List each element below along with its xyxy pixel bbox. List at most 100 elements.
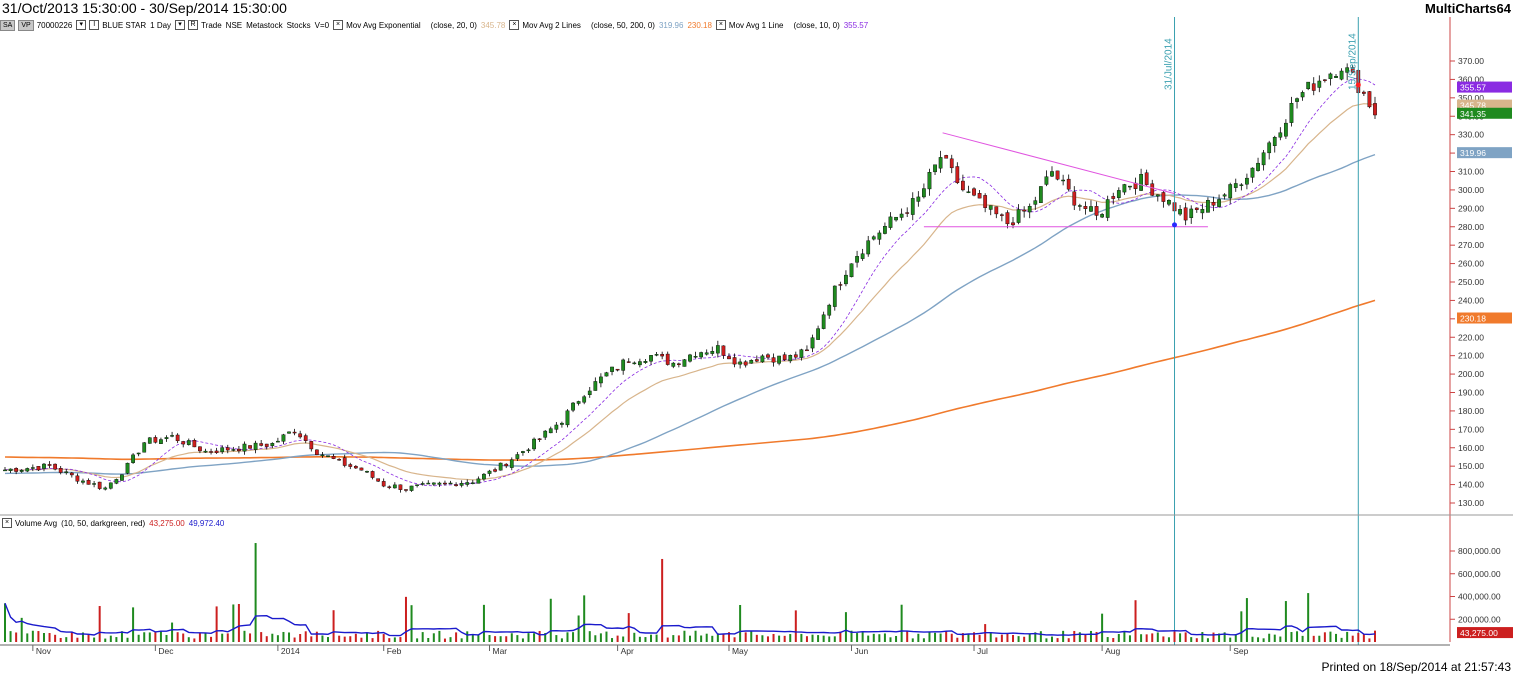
volume-bar — [243, 630, 246, 642]
volume-bar — [466, 631, 469, 642]
volume-bar — [432, 633, 435, 642]
candle-body — [860, 253, 865, 259]
volume-bar — [1318, 635, 1321, 642]
candle — [844, 270, 848, 287]
candle-body — [1050, 171, 1054, 177]
candle-body — [621, 359, 626, 371]
candle-body — [287, 431, 291, 434]
price-tick-label: 190.00 — [1458, 388, 1484, 398]
candle — [476, 476, 481, 484]
candle — [1189, 205, 1194, 224]
candle-body — [292, 431, 297, 434]
volume-bar — [1151, 633, 1154, 642]
volume-bar — [1062, 630, 1065, 642]
ma10-line — [4, 78, 1376, 487]
volume-bar — [427, 637, 430, 642]
volume-avg-line — [4, 603, 1376, 637]
candle-body — [866, 240, 871, 255]
candle-body — [120, 474, 124, 481]
volume-bar — [65, 637, 68, 642]
volume-bar — [87, 634, 90, 642]
close-indicator-3-icon[interactable]: × — [715, 20, 726, 30]
refresh-icon[interactable]: R — [188, 20, 199, 30]
candle — [604, 371, 609, 377]
candle-body — [365, 471, 369, 473]
volume-bar — [560, 638, 563, 642]
candle-body — [431, 482, 436, 485]
volume-pane[interactable] — [4, 543, 1376, 642]
volume-bar — [1134, 600, 1137, 642]
candle — [231, 446, 236, 452]
candle-body — [1016, 209, 1021, 223]
volume-bar — [1006, 633, 1009, 642]
volume-bar — [833, 636, 836, 642]
candle-body — [164, 437, 169, 439]
volume-tag-label: 43,275.00 — [1460, 628, 1498, 638]
candle — [108, 482, 113, 490]
volume-bar — [527, 633, 530, 642]
volume-bar — [766, 636, 769, 642]
volume-legend: × Volume Avg (10, 50, darkgreen, red) 43… — [2, 518, 228, 528]
volume-bar — [1000, 634, 1003, 642]
candle — [459, 480, 464, 488]
candle-body — [844, 274, 848, 285]
candle — [1038, 186, 1043, 204]
volume-bar — [349, 636, 352, 642]
candle — [1016, 204, 1021, 225]
candle — [25, 467, 30, 473]
volume-bar — [237, 604, 240, 642]
candle-body — [75, 475, 80, 482]
volume-bar — [633, 632, 636, 642]
vp-button[interactable]: VP — [18, 19, 34, 31]
volume-bar — [354, 633, 357, 642]
price-tick-label: 270.00 — [1458, 240, 1484, 250]
volume-bar — [878, 634, 881, 642]
candle-body — [1144, 172, 1149, 185]
symbol-dropdown-icon[interactable]: ▾ — [76, 20, 87, 30]
volume-bar — [488, 635, 491, 642]
candle — [1311, 77, 1316, 96]
candle — [827, 303, 832, 319]
candle — [955, 162, 960, 185]
volume-bar — [1190, 637, 1193, 642]
close-indicator-2-icon[interactable]: × — [509, 20, 520, 30]
candle-body — [1306, 81, 1311, 90]
candle — [225, 444, 230, 454]
candle-body — [153, 437, 158, 443]
candle — [626, 358, 631, 363]
time-axis-label: Dec — [158, 646, 174, 656]
candle-body — [671, 362, 676, 367]
candle — [654, 352, 659, 357]
candle — [381, 478, 386, 488]
volume-bar — [1140, 634, 1143, 642]
price-tick-label: 180.00 — [1458, 406, 1484, 416]
candle — [1261, 149, 1266, 171]
candle-body — [370, 471, 375, 478]
volume-bar — [143, 632, 146, 642]
close-indicator-1-icon[interactable]: × — [333, 20, 344, 30]
price-tick-label: 130.00 — [1458, 498, 1484, 508]
candle — [710, 346, 715, 356]
candle-body — [47, 464, 52, 466]
volume-bar — [872, 633, 875, 642]
candle-body — [1228, 184, 1233, 199]
volume-bar — [978, 634, 981, 642]
volume-value-2: 49,972.40 — [188, 518, 225, 528]
candle-body — [888, 216, 893, 228]
sa-button[interactable]: SA — [0, 19, 16, 31]
close-volume-icon[interactable]: × — [2, 518, 12, 528]
candle-body — [1373, 103, 1377, 116]
price-tag: 230.18 — [1457, 312, 1512, 324]
instrument-icon[interactable]: I — [89, 20, 100, 30]
candle-body — [548, 428, 553, 434]
resolution-dropdown-icon[interactable]: ▾ — [175, 20, 186, 30]
candle — [1245, 173, 1249, 190]
candle — [560, 421, 564, 428]
candle-body — [610, 366, 614, 372]
candle-body — [237, 448, 241, 452]
candle-body — [805, 349, 809, 352]
price-pane[interactable]: 31/Jul/2014 15/Sep/2014 — [3, 17, 1377, 645]
candle-body — [136, 452, 141, 455]
time-axis-label: Jun — [855, 646, 869, 656]
